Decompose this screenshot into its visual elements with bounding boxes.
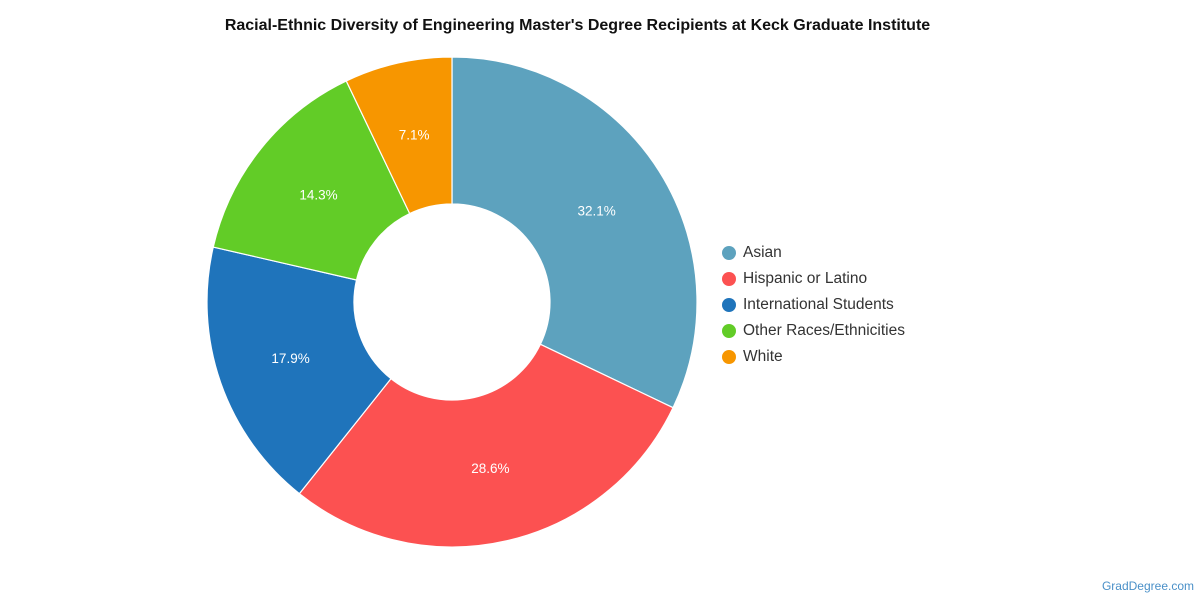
legend-item-other-races-ethnicities[interactable]: Other Races/Ethnicities [722,318,905,344]
data-label-international-students: 17.9% [271,351,309,366]
legend-label-asian: Asian [743,244,782,261]
data-label-white: 7.1% [399,128,430,143]
legend-item-hispanic-or-latino[interactable]: Hispanic or Latino [722,266,905,292]
legend-label-international-students: International Students [743,296,894,313]
legend-swatch-white [722,350,736,364]
legend-item-asian[interactable]: Asian [722,240,905,266]
slice-international-students[interactable] [206,246,392,495]
legend-label-hispanic-or-latino: Hispanic or Latino [743,270,868,287]
slice-other-races-ethnicities[interactable] [212,80,411,281]
slice-hispanic-or-latino[interactable] [298,343,674,548]
legend-swatch-hispanic-or-latino [722,272,736,286]
chart-title: Racial-Ethnic Diversity of Engineering M… [224,17,931,34]
data-label-asian: 32.1% [578,203,616,218]
legend-label-other-races-ethnicities: Other Races/Ethnicities [743,322,905,339]
legend-item-international-students[interactable]: International Students [722,292,905,318]
legend-swatch-asian [722,246,736,260]
data-label-hispanic-or-latino: 28.6% [471,461,509,476]
watermark[interactable]: GradDegree.com [1101,579,1194,593]
slice-white[interactable] [345,56,453,215]
legend-label-white: White [743,348,783,365]
data-labels-group: 32.1% 28.6% 17.9% 14.3% 7.1% [271,128,615,476]
slices-group [206,56,698,548]
legend-swatch-other-races-ethnicities [722,324,736,338]
legend-item-white[interactable]: White [722,344,905,370]
data-label-other-races-ethnicities: 14.3% [299,188,337,203]
legend-swatch-international-students [722,298,736,312]
slice-asian[interactable] [451,56,698,409]
legend: Asian Hispanic or Latino International Stu… [722,240,905,370]
